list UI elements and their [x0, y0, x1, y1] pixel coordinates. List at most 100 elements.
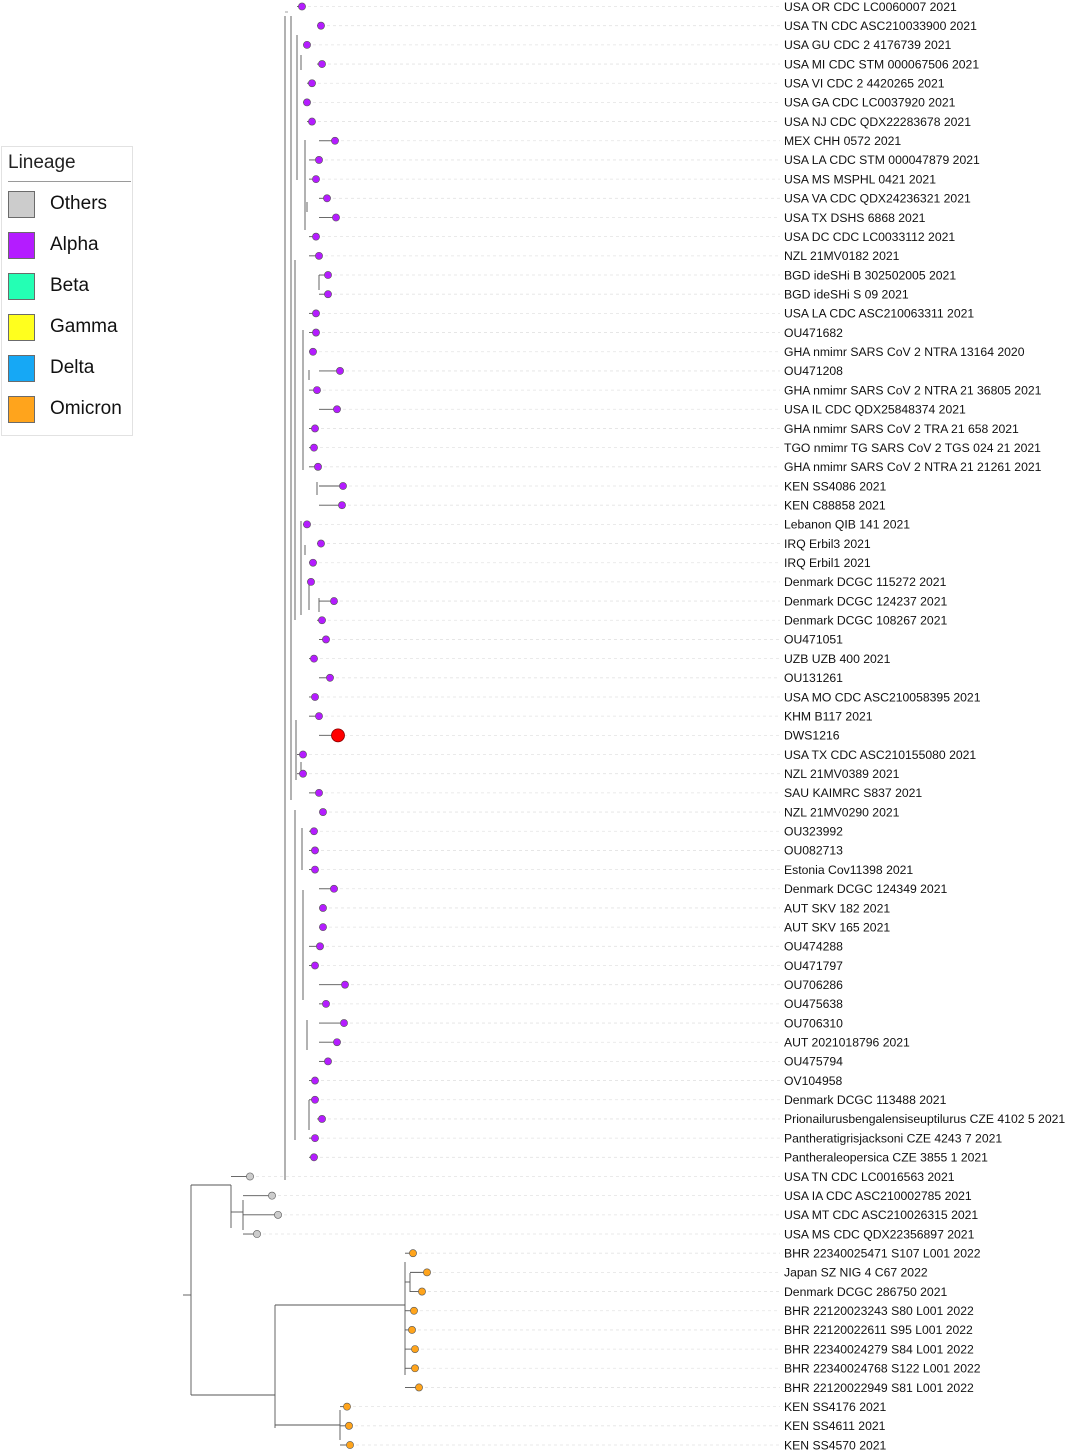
legend-item-delta: Delta — [8, 353, 94, 383]
tip-label: Denmark DCGC 115272 2021 — [784, 575, 947, 589]
tip-label: OU471208 — [784, 364, 843, 378]
legend-label-delta: Delta — [50, 357, 95, 378]
tip-nodes — [246, 2, 431, 1449]
tip-node — [312, 328, 320, 337]
tip-node — [308, 117, 316, 126]
tip-label: USA OR CDC LC0060007 2021 — [784, 0, 957, 14]
tip-label: GHA nmimr SARS CoV 2 NTRA 13164 2020 — [784, 345, 1025, 359]
tip-label: BHR 22120023243 S80 L001 2022 — [784, 1304, 974, 1318]
tip-node — [317, 21, 325, 30]
tip-node — [409, 1249, 417, 1258]
tip-node — [324, 271, 332, 279]
tip-label: USA GA CDC LC0037920 2021 — [784, 96, 956, 110]
tip-label: OU706310 — [784, 1016, 843, 1030]
legend-swatch-delta — [8, 354, 35, 382]
tip-label: NZL 21MV0290 2021 — [784, 805, 900, 819]
tip-label: USA DC CDC LC0033112 2021 — [784, 230, 955, 244]
tip-node — [310, 827, 318, 836]
legend-item-alpha: Alpha — [8, 230, 99, 260]
tip-node — [299, 750, 307, 759]
tip-node — [318, 616, 326, 625]
tip-node — [319, 808, 327, 816]
tip-label: TGO nmimr TG SARS CoV 2 TGS 024 21 2021 — [784, 441, 1041, 455]
tip-node — [343, 1402, 351, 1411]
tip-node — [268, 1191, 276, 1200]
tip-label: USA TN CDC ASC210033900 2021 — [784, 19, 977, 33]
tip-label: USA GU CDC 2 4176739 2021 — [784, 38, 952, 52]
tip-node — [339, 482, 347, 490]
tip-node — [333, 405, 341, 414]
tip-node — [330, 597, 338, 605]
tip-node — [319, 923, 327, 932]
tip-label: USA LA CDC STM 000047879 2021 — [784, 153, 980, 167]
tip-label: KEN SS4611 2021 — [784, 1419, 886, 1433]
tip-node — [310, 443, 318, 452]
legend-swatch-alpha — [8, 231, 35, 259]
tree-branches — [183, 6, 427, 1446]
tip-node — [299, 769, 307, 778]
tip-node — [315, 251, 323, 260]
tip-node — [307, 578, 315, 586]
tip-node — [309, 558, 317, 567]
lineage-legend: Lineage Others Alpha Beta Gamma Delta Om… — [1, 146, 133, 436]
tip-label: BHR 22340024279 S84 L001 2022 — [784, 1342, 974, 1356]
legend-label-others: Others — [50, 193, 108, 214]
tip-label: Prionailurusbengalensiseuptilurus CZE 41… — [784, 1112, 1065, 1126]
tip-label: SAU KAIMRC S837 2021 — [784, 786, 922, 800]
tip-label: OU475638 — [784, 997, 843, 1011]
tip-label: Denmark DCGC 108267 2021 — [784, 614, 947, 628]
tip-label: OU706286 — [784, 978, 843, 992]
tip-label: OU471051 — [784, 633, 843, 647]
tip-node — [316, 942, 324, 951]
legend-label-omicron: Omicron — [50, 398, 122, 419]
tip-label: Estonia Cov11398 2021 — [784, 863, 913, 877]
tip-labels: USA OR CDC LC0060007 2021 USA TN CDC ASC2… — [784, 0, 1065, 1452]
tip-node — [312, 309, 320, 318]
tip-label: USA IL CDC QDX25848374 2021 — [784, 403, 966, 417]
tip-label: Denmark DCGC 124237 2021 — [784, 594, 947, 608]
tip-node — [318, 60, 326, 68]
tip-label: KEN SS4570 2021 — [784, 1438, 887, 1452]
tip-label: Denmark DCGC 286750 2021 — [784, 1285, 947, 1299]
legend-swatch-gamma — [8, 313, 35, 341]
tip-node — [345, 1421, 353, 1430]
tip-label: USA MO CDC ASC210058395 2021 — [784, 690, 981, 704]
tip-label: NZL 21MV0389 2021 — [784, 767, 900, 781]
tip-label: GHA nmimr SARS CoV 2 NTRA 21 36805 2021 — [784, 383, 1042, 397]
tip-label: OU323992 — [784, 825, 843, 839]
tip-node — [415, 1383, 423, 1392]
tip-label: USA MI CDC STM 000067506 2021 — [784, 57, 979, 71]
legend-title: Lineage — [8, 152, 76, 173]
tip-node — [313, 386, 321, 394]
legend-label-gamma: Gamma — [50, 316, 118, 337]
legend-swatch-omicron — [8, 395, 35, 423]
tip-node — [336, 367, 344, 375]
tip-node — [324, 290, 332, 299]
tip-node — [410, 1306, 418, 1315]
tip-node — [411, 1345, 419, 1353]
tip-node — [314, 462, 322, 471]
tip-label: USA TN CDC LC0016563 2021 — [784, 1170, 955, 1184]
tip-node — [310, 654, 318, 663]
tip-label: IRQ Erbil1 2021 — [784, 556, 871, 570]
tip-node — [323, 194, 331, 203]
tip-label: OU471797 — [784, 959, 843, 973]
legend-divider — [8, 181, 131, 182]
tip-label: USA VA CDC QDX24236321 2021 — [784, 192, 971, 206]
tip-label: GHA nmimr SARS CoV 2 TRA 21 658 2021 — [784, 422, 1019, 436]
tip-node — [331, 136, 339, 145]
legend-label-alpha: Alpha — [50, 234, 99, 255]
tip-node — [315, 712, 323, 721]
tip-node — [312, 175, 320, 184]
tip-node — [309, 347, 317, 356]
tip-label: KHM B117 2021 — [784, 709, 873, 723]
tip-label: USA MT CDC ASC210026315 2021 — [784, 1208, 978, 1222]
tip-node — [311, 865, 319, 874]
tip-node — [341, 980, 349, 989]
legend-item-others: Others — [8, 189, 107, 219]
tip-node — [318, 1115, 326, 1123]
tip-node — [311, 424, 319, 433]
tip-node — [310, 1153, 318, 1162]
tip-label: OU131261 — [784, 671, 843, 685]
